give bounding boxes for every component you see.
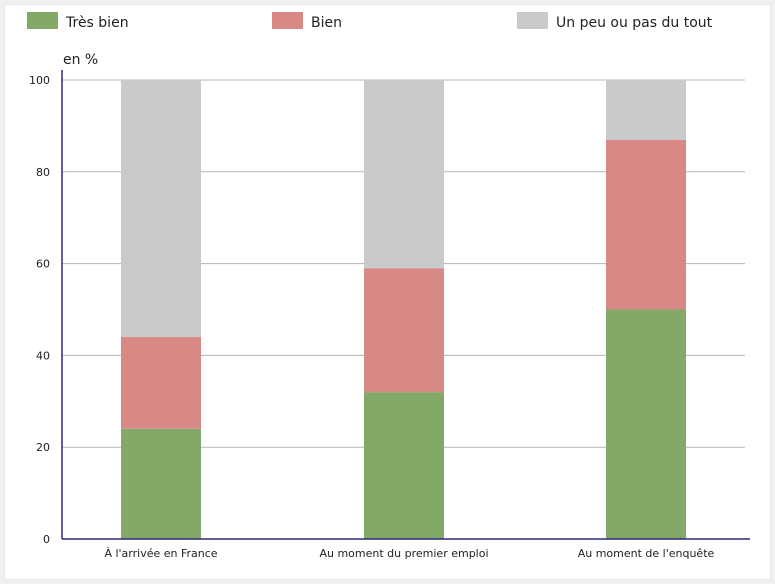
x-category-label: Au moment du premier emploi — [319, 547, 488, 560]
axes — [61, 70, 750, 540]
y-tick-label: 80 — [36, 166, 50, 179]
legend-swatch — [517, 12, 548, 29]
bar-segment — [364, 268, 444, 393]
legend-label: Très bien — [65, 15, 129, 31]
legend-label: Bien — [311, 15, 342, 31]
bar-segment — [606, 309, 686, 539]
bar-segment — [606, 80, 686, 140]
bar-segment — [121, 428, 201, 539]
y-tick-label: 20 — [36, 441, 50, 454]
bar-segment — [121, 337, 201, 429]
bars — [121, 80, 686, 539]
y-tick-label: 40 — [36, 349, 50, 362]
bar-segment — [606, 139, 686, 310]
y-tick-labels: 0 20 40 60 80 100 — [29, 74, 50, 546]
legend: Très bien Bien Un peu ou pas du tout — [27, 12, 713, 31]
x-category-label: À l'arrivée en France — [104, 547, 217, 560]
y-tick-label: 0 — [43, 533, 50, 546]
bar-segment — [364, 80, 444, 269]
legend-swatch — [272, 12, 303, 29]
y-tick-label: 60 — [36, 258, 50, 271]
y-axis-label: en % — [63, 52, 98, 68]
bar-segment — [364, 392, 444, 539]
y-tick-label: 100 — [29, 74, 50, 87]
legend-swatch — [27, 12, 58, 29]
legend-label: Un peu ou pas du tout — [556, 15, 713, 31]
x-category-labels: À l'arrivée en France Au moment du premie… — [104, 547, 714, 560]
x-category-label: Au moment de l'enquête — [578, 547, 715, 560]
bar-segment — [121, 80, 201, 338]
